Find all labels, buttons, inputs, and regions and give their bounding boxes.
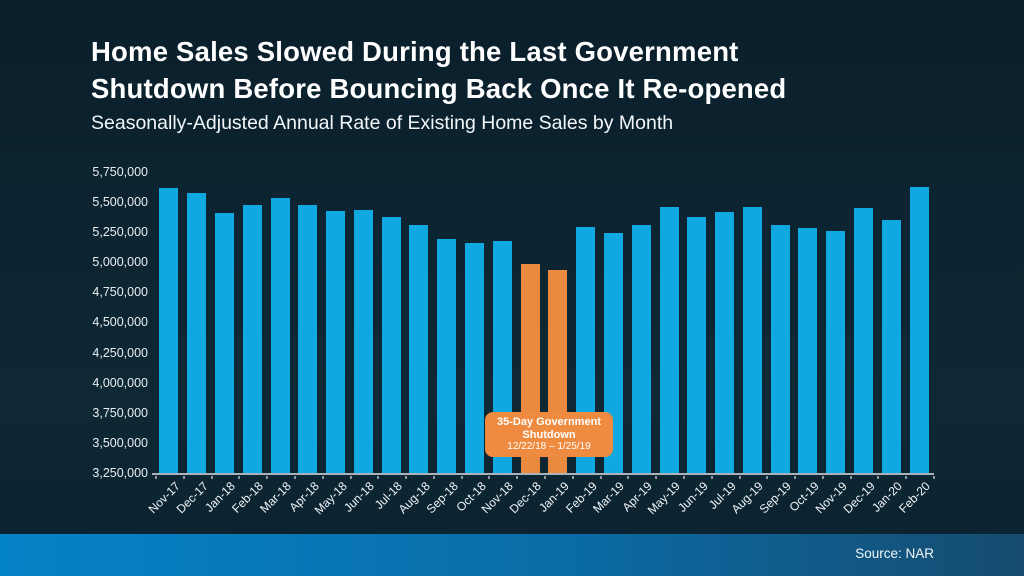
x-axis-tick <box>432 475 435 479</box>
x-axis-tick <box>571 475 574 479</box>
bar-feb-20 <box>909 186 929 474</box>
chart-subtitle: Seasonally-Adjusted Annual Rate of Exist… <box>91 112 674 134</box>
bar-feb-19 <box>576 226 596 474</box>
x-axis-tick <box>766 475 769 479</box>
bar-nov-17 <box>159 187 179 474</box>
x-axis-tick <box>738 475 741 479</box>
annotation-line3: 12/22/18 – 1/25/19 <box>507 441 591 452</box>
y-axis-label: 3,750,000 <box>92 405 148 420</box>
x-axis-tick <box>516 475 519 479</box>
x-axis-tick <box>266 475 269 479</box>
x-axis-tick <box>488 475 491 479</box>
source-label: Source: NAR <box>855 546 934 561</box>
x-axis-tick <box>655 475 658 479</box>
y-axis-label: 3,500,000 <box>92 435 148 450</box>
chart-title-line1: Home Sales Slowed During the Last Govern… <box>91 36 739 67</box>
x-axis-tick <box>933 475 935 479</box>
bar-may-18 <box>326 210 346 474</box>
footer-bar: Source: NAR <box>0 534 1024 576</box>
x-axis-tick <box>460 475 463 479</box>
bar-jul-18 <box>381 216 401 474</box>
y-axis-label: 4,750,000 <box>92 285 148 300</box>
bar-oct-19 <box>798 227 818 474</box>
y-axis-label: 4,250,000 <box>92 345 148 360</box>
bar-apr-19 <box>631 225 651 474</box>
bar-feb-18 <box>242 204 262 474</box>
x-axis-tick <box>682 475 685 479</box>
x-axis-tick <box>710 475 713 479</box>
bar-aug-19 <box>742 207 762 474</box>
x-axis-tick <box>821 475 824 479</box>
bar-dec-19 <box>854 208 874 474</box>
bar-jan-20 <box>881 220 901 474</box>
x-axis-label: Jun-18 <box>341 479 378 515</box>
x-axis-label: Jun-19 <box>674 479 711 515</box>
x-axis-tick <box>182 475 185 479</box>
y-axis-label: 4,500,000 <box>92 315 148 330</box>
bar-jun-19 <box>687 216 707 474</box>
annotation-line2: Shutdown <box>522 428 576 441</box>
x-axis-tick <box>155 475 157 479</box>
bar-dec-17 <box>187 192 207 474</box>
chart-title: Home Sales Slowed During the Last Govern… <box>91 33 786 107</box>
bar-may-19 <box>659 207 679 474</box>
x-axis-tick <box>627 475 630 479</box>
x-axis-tick <box>377 475 380 479</box>
bar-mar-18 <box>270 197 290 474</box>
bar-oct-18 <box>465 243 485 474</box>
chart-title-line2: Shutdown Before Bouncing Back Once It Re… <box>91 73 787 104</box>
y-axis-label: 5,500,000 <box>92 194 148 209</box>
bar-jan-18 <box>214 213 234 474</box>
shutdown-annotation: 35-Day Government Shutdown 12/22/18 – 1/… <box>485 412 613 457</box>
bar-sep-18 <box>437 238 457 474</box>
x-axis-label: Mar-18 <box>257 479 294 516</box>
x-axis-tick <box>877 475 880 479</box>
y-axis-label: 5,250,000 <box>92 225 148 240</box>
bar-jul-19 <box>715 212 735 474</box>
x-axis-tick <box>905 475 908 479</box>
y-axis-label: 5,750,000 <box>92 164 148 179</box>
bar-sep-19 <box>770 225 790 474</box>
x-axis-tick <box>405 475 408 479</box>
x-axis-tick <box>210 475 213 479</box>
annotation-line1: 35-Day Government <box>497 416 601 428</box>
y-axis-label: 3,250,000 <box>92 466 148 480</box>
x-axis-tick <box>349 475 352 479</box>
x-axis-tick <box>544 475 546 479</box>
bar-nov-19 <box>826 231 846 474</box>
x-axis-tick <box>293 475 296 479</box>
x-axis-tick <box>794 475 797 479</box>
x-axis-tick <box>849 475 852 479</box>
bar-aug-18 <box>409 225 429 474</box>
x-axis-tick <box>321 475 324 479</box>
y-axis-label: 5,000,000 <box>92 255 148 270</box>
bar-apr-18 <box>298 204 318 474</box>
y-axis-label: 4,000,000 <box>92 375 148 390</box>
x-axis-line <box>152 472 934 475</box>
x-axis-tick <box>599 475 602 479</box>
x-axis-tick <box>238 475 241 479</box>
bar-jun-18 <box>353 209 373 474</box>
